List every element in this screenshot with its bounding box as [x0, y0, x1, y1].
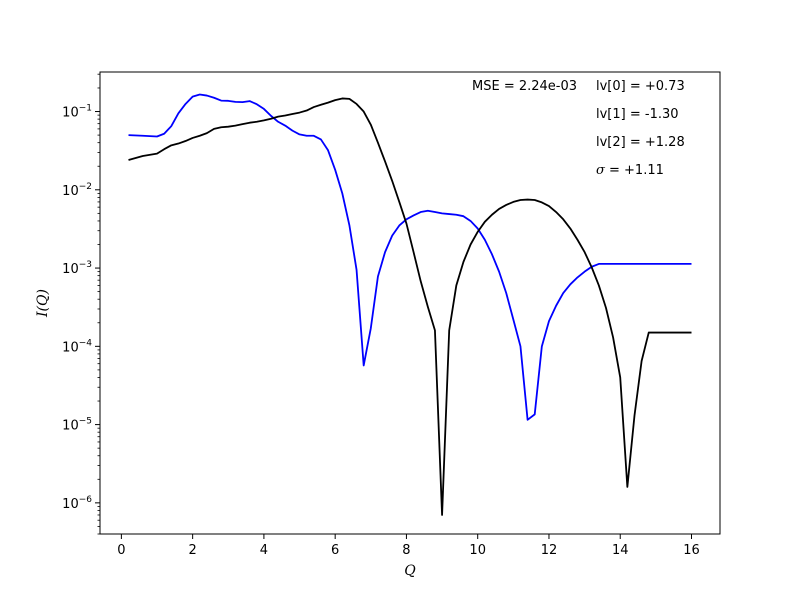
x-tick-label: 10 — [469, 543, 486, 558]
sigma-symbol: σ — [596, 163, 606, 178]
x-tick-label: 12 — [541, 543, 558, 558]
x-axis: 0 2 4 6 8 10 12 14 16 — [117, 534, 700, 558]
x-tick-label: 0 — [117, 543, 125, 558]
series-line-1 — [128, 97, 692, 516]
x-tick-label: 2 — [189, 543, 197, 558]
x-tick-label: 16 — [683, 543, 700, 558]
plot-lines — [128, 93, 692, 516]
x-axis-label: Q — [404, 563, 416, 579]
x-tick-label: 6 — [331, 543, 339, 558]
y-axis: 10−6 10−5 10−4 10−3 10−2 10−1 — [62, 73, 100, 535]
y-tick-label: 10−5 — [62, 417, 92, 434]
y-tick-label: 10−4 — [62, 338, 92, 355]
y-tick-label: 10−6 — [62, 495, 92, 512]
sigma-value: = +1.11 — [605, 163, 664, 178]
y-tick-label: 10−1 — [62, 104, 92, 121]
series-line-0 — [128, 93, 692, 421]
x-tick-label: 8 — [402, 543, 410, 558]
y-axis-label: I(Q) — [35, 289, 51, 318]
plot-frame — [99, 71, 721, 535]
annotation-mse: MSE = 2.24e-03 — [472, 79, 577, 94]
y-tick-label: 10−2 — [62, 182, 92, 199]
annotation-sigma: σ = +1.11 — [596, 163, 664, 178]
annotation-lv2: lv[2] = +1.28 — [596, 135, 685, 150]
x-tick-label: 14 — [612, 543, 629, 558]
y-tick-label: 10−3 — [62, 260, 92, 277]
x-tick-label: 4 — [260, 543, 268, 558]
annotation-lv1: lv[1] = -1.30 — [596, 107, 679, 122]
annotation-lv0: lv[0] = +0.73 — [596, 79, 685, 94]
